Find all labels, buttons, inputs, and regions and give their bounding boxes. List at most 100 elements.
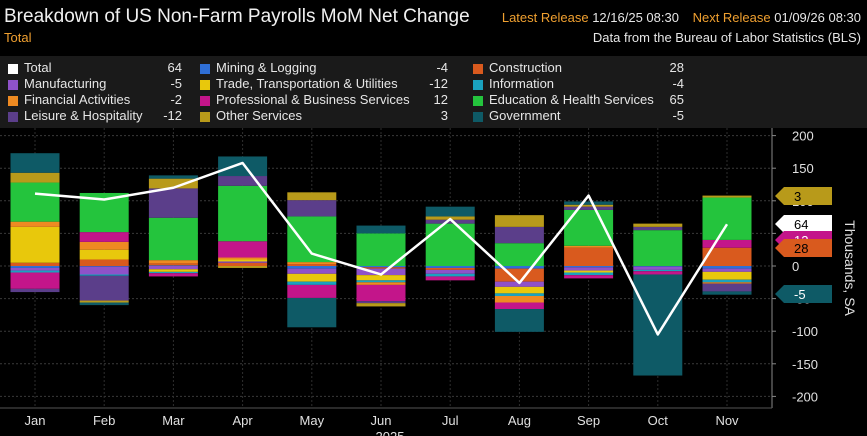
bar-segment <box>425 206 475 217</box>
bar-segment <box>702 247 752 266</box>
legend-label: Leisure & Hospitality <box>24 108 143 123</box>
right-value-tag-shape <box>775 187 832 205</box>
bar-segment <box>564 267 614 271</box>
bar-segment <box>218 266 268 268</box>
bar-segment <box>218 185 268 242</box>
right-value-tag-label: 28 <box>794 241 808 256</box>
latest-release-label: Latest Release <box>501 10 589 25</box>
bar-segment <box>218 259 268 262</box>
x-tick-label: Sep <box>577 413 600 428</box>
bar-segment <box>79 274 129 276</box>
legend-item: Other Services 3 <box>200 108 448 124</box>
bar-segment <box>564 272 614 276</box>
legend-swatch <box>473 96 483 106</box>
legend-item: Manufacturing -5 <box>8 76 182 92</box>
legend-label: Education & Health Services <box>489 92 654 107</box>
bar-segment <box>10 172 60 183</box>
bar-segment <box>287 266 337 269</box>
bar-segment <box>287 192 337 201</box>
bar-segment <box>633 230 683 266</box>
data-source: Data from the Bureau of Labor Statistics… <box>592 30 861 45</box>
legend-label: Professional & Business Services <box>216 92 410 107</box>
legend-value: -5 <box>672 108 684 123</box>
bar-segment <box>79 266 129 275</box>
bar-segment <box>148 178 198 189</box>
bar-segment <box>702 268 752 272</box>
bar-segment <box>564 275 614 279</box>
x-tick-label: Nov <box>715 413 739 428</box>
x-tick-label: Mar <box>162 413 185 428</box>
legend-value: -12 <box>429 76 448 91</box>
legend-label: Financial Activities <box>24 92 131 107</box>
legend-swatch <box>473 80 483 90</box>
right-value-tag-label: 3 <box>794 189 801 204</box>
bar-segment <box>425 219 475 224</box>
bar-segment <box>494 268 544 282</box>
bar-segment <box>702 291 752 295</box>
x-tick-label: Aug <box>508 413 531 428</box>
legend-item: Leisure & Hospitality -12 <box>8 108 182 124</box>
bar-segment <box>10 221 60 227</box>
legend-swatch <box>8 96 18 106</box>
legend-swatch <box>200 112 210 122</box>
bar-segment <box>564 245 614 248</box>
bar-segment <box>10 270 60 273</box>
bar-segment <box>425 269 475 274</box>
bar-segment <box>10 272 60 289</box>
bar-segment <box>564 206 614 210</box>
bar-segment <box>702 283 752 292</box>
x-tick-label: Oct <box>648 413 669 428</box>
legend-value: 3 <box>440 108 448 123</box>
legend-item: Information -4 <box>473 76 684 92</box>
y-tick-label: 0 <box>792 259 799 274</box>
legend-label: Construction <box>489 60 562 75</box>
bar-segment <box>425 267 475 270</box>
bar-segment <box>287 281 337 285</box>
bar-segment <box>10 267 60 271</box>
bar-segment <box>287 297 337 328</box>
release-info: Latest Release 12/16/25 08:30 Next Relea… <box>502 10 861 25</box>
bar-segment <box>356 267 406 269</box>
bar-segment <box>702 282 752 284</box>
y-tick-label: -150 <box>792 357 818 372</box>
bar-segment <box>79 300 129 303</box>
bar-segment <box>494 215 544 227</box>
legend-item: Education & Health Services 65 <box>473 92 684 108</box>
legend-label: Trade, Transportation & Utilities <box>216 76 398 91</box>
legend-label: Government <box>489 108 561 123</box>
legend-value: 28 <box>669 60 684 75</box>
bar-segment <box>287 216 337 263</box>
legend-swatch <box>200 96 210 106</box>
bar-segment <box>79 266 129 267</box>
bar-segment <box>79 249 129 260</box>
bar-segment <box>356 301 406 304</box>
bar-segment <box>218 257 268 260</box>
bar-segment <box>287 264 337 266</box>
right-value-tag: 64 <box>775 215 832 233</box>
bar-segment <box>356 225 406 234</box>
next-release-label: Next Release <box>692 10 771 25</box>
bar-segment <box>633 271 683 275</box>
bar-segment <box>356 282 406 285</box>
bar-segment <box>148 188 198 218</box>
x-axis-title: 2025 <box>376 429 405 436</box>
bar-segment <box>10 182 60 222</box>
legend-value: 64 <box>167 60 182 75</box>
bar-segment <box>564 266 614 268</box>
bar-segment <box>148 217 198 261</box>
right-value-tag: -5 <box>775 285 832 303</box>
bar-segment <box>148 175 198 179</box>
legend-item: Financial Activities -2 <box>8 92 182 108</box>
bar-segment <box>564 270 614 273</box>
bar-segment <box>287 273 337 282</box>
bar-segment <box>356 268 406 276</box>
bar-segment <box>148 260 198 264</box>
legend-swatch <box>473 64 483 74</box>
bar-segment <box>494 281 544 287</box>
bar-segment <box>494 286 544 294</box>
bar-segment <box>10 226 60 263</box>
y-axis-title: Thousands, SA <box>842 220 858 316</box>
legend-item: Government -5 <box>473 108 684 124</box>
bar-segment <box>564 204 614 207</box>
bar-segment <box>10 153 60 173</box>
